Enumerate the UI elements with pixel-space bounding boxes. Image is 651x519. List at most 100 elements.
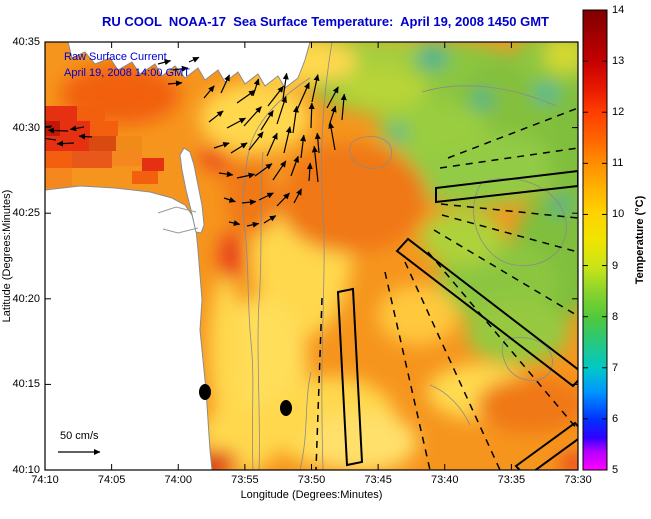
x-tick-label: 73:50 bbox=[297, 474, 326, 486]
current-vector-arrow bbox=[45, 125, 53, 128]
current-vector-arrow bbox=[311, 74, 320, 103]
map-plot-area bbox=[45, 42, 578, 470]
current-vector-arrow bbox=[243, 106, 262, 127]
colorbar bbox=[582, 9, 608, 471]
colorbar-tick-label: 8 bbox=[612, 310, 619, 323]
radar-dashed-ray bbox=[440, 203, 578, 219]
current-vector-arrow bbox=[258, 192, 274, 201]
current-vector-arrow bbox=[306, 162, 313, 182]
current-vector-arrow bbox=[220, 74, 230, 94]
sst-warm-pixels bbox=[45, 106, 164, 188]
plot-frame bbox=[44, 41, 579, 471]
current-vector-arrow bbox=[56, 140, 75, 147]
y-tick-label: 40:10 bbox=[12, 464, 40, 476]
current-vector-arrow bbox=[267, 85, 284, 107]
colorbar-ticks bbox=[583, 9, 607, 471]
x-tick-label: 73:45 bbox=[364, 474, 392, 486]
land-sandy-hook bbox=[179, 147, 205, 234]
current-vector-arrow bbox=[263, 215, 277, 224]
annotation-current-timestamp: April 19, 2008 14:00 GMT bbox=[64, 67, 190, 79]
current-vector-arrow bbox=[326, 86, 339, 109]
colorbar-tick-label: 5 bbox=[612, 464, 619, 476]
sst-field bbox=[60, 42, 578, 470]
x-axis-label: Longitude (Degrees:Minutes) bbox=[240, 489, 383, 501]
land-nj-mainland bbox=[45, 185, 213, 470]
station-dot bbox=[199, 384, 211, 400]
current-vector-arrow bbox=[213, 142, 230, 149]
current-vector-arrow bbox=[260, 110, 274, 131]
current-vector-arrow bbox=[276, 192, 290, 207]
current-vector-arrow bbox=[272, 160, 287, 181]
current-vector-arrow bbox=[45, 137, 57, 141]
radar-dashed-ray bbox=[315, 297, 323, 470]
colorbar-tick-label: 13 bbox=[612, 55, 625, 68]
current-vector-arrow bbox=[266, 132, 278, 157]
y-tick-label: 40:30 bbox=[12, 121, 40, 134]
station-dot bbox=[280, 400, 292, 416]
radar-beams bbox=[336, 169, 578, 470]
x-tick-label: 73:30 bbox=[564, 474, 592, 486]
y-tick-label: 40:35 bbox=[12, 36, 40, 48]
radar-beam bbox=[395, 237, 578, 388]
current-vector-arrow bbox=[254, 163, 273, 177]
y-tick-label: 40:25 bbox=[12, 207, 40, 220]
annotation-raw-surface-current: Raw Surface Current bbox=[64, 51, 167, 63]
current-vector-arrow bbox=[311, 145, 319, 183]
current-vector-arrow bbox=[223, 197, 236, 203]
x-tick-label: 74:05 bbox=[97, 474, 126, 486]
radar-beam bbox=[514, 421, 578, 470]
current-vector-arrow bbox=[228, 220, 241, 226]
radar-dashed-ray bbox=[439, 147, 578, 169]
colorbar-tick-label: 11 bbox=[612, 157, 624, 170]
colorbar-tick-label: 14 bbox=[612, 4, 625, 16]
colorbar-tick-label: 9 bbox=[612, 259, 619, 272]
rivers bbox=[157, 206, 199, 234]
scale-arrow-label: 50 cm/s bbox=[60, 430, 99, 442]
current-vector-arrow bbox=[236, 89, 256, 104]
current-vector-arrow bbox=[208, 110, 224, 123]
current-vector-arrow bbox=[248, 131, 264, 151]
current-vector-arrow bbox=[203, 85, 215, 99]
station-dots bbox=[199, 384, 292, 416]
current-vectors bbox=[45, 56, 347, 228]
current-vector-arrow bbox=[157, 59, 172, 66]
colorbar-label: Temperature (°C) bbox=[634, 195, 646, 285]
current-vector-arrow bbox=[314, 132, 321, 154]
land-harbor-strip bbox=[67, 42, 311, 89]
land-masses bbox=[45, 42, 311, 470]
radar-dashed-ray bbox=[433, 229, 578, 317]
current-vector-arrow bbox=[308, 102, 315, 129]
radar-dashed-ray bbox=[441, 214, 578, 253]
y-tick-label: 40:15 bbox=[12, 378, 40, 391]
current-vector-arrow bbox=[167, 80, 183, 87]
x-tick-label: 73:55 bbox=[231, 474, 259, 486]
current-vector-arrow bbox=[172, 65, 189, 72]
current-vector-arrow bbox=[340, 93, 347, 121]
y-tick-label: 40:20 bbox=[12, 292, 40, 305]
current-vector-arrow bbox=[292, 105, 299, 134]
current-vector-arrow bbox=[282, 72, 289, 100]
current-vector-arrow bbox=[276, 95, 287, 125]
colorbar-tick-label: 6 bbox=[612, 412, 619, 425]
x-tick-label: 73:40 bbox=[430, 474, 459, 486]
current-vector-arrow bbox=[241, 199, 257, 206]
colorbar-tick-label: 7 bbox=[612, 361, 619, 374]
radar-dashed-rays bbox=[315, 107, 578, 470]
radar-beam bbox=[336, 287, 364, 467]
current-vector-arrow bbox=[252, 78, 260, 97]
colorbar-tick-label: 10 bbox=[612, 208, 625, 221]
current-vector-arrow bbox=[296, 82, 310, 111]
x-tick-label: 74:00 bbox=[164, 474, 193, 486]
x-tick-label: 73:35 bbox=[497, 474, 526, 486]
current-vector-arrow bbox=[300, 134, 307, 159]
current-vector-arrow bbox=[78, 133, 93, 140]
current-vector-arrow bbox=[293, 188, 303, 204]
colorbar-tick-label: 12 bbox=[612, 106, 625, 119]
radar-beam bbox=[435, 169, 578, 204]
current-vector-arrow bbox=[236, 172, 256, 179]
current-vector-arrow bbox=[226, 117, 246, 129]
current-vector-arrow bbox=[283, 126, 292, 154]
current-vector-arrow bbox=[328, 121, 336, 151]
